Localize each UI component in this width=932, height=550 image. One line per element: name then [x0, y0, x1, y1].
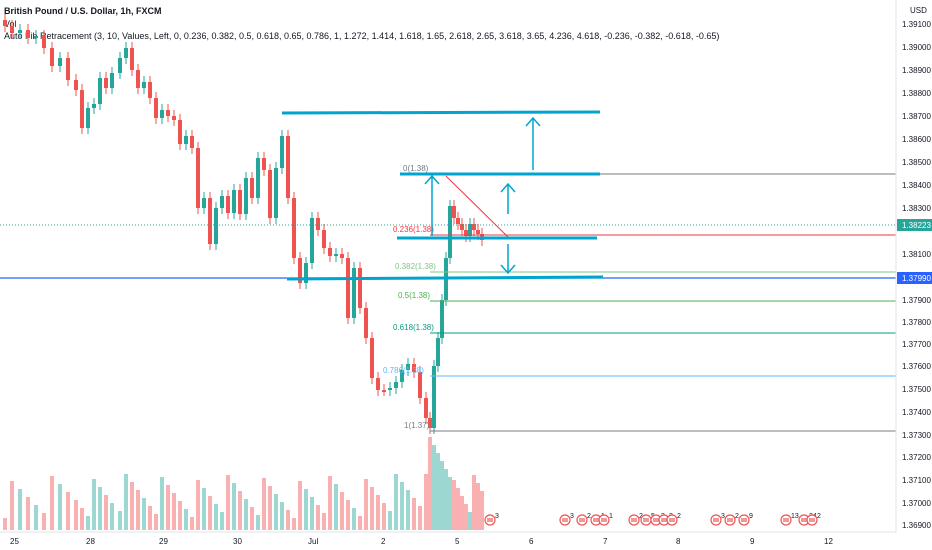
price-tick-label: 1.39100: [902, 20, 931, 29]
price-tick-label: 1.37500: [902, 385, 931, 394]
price-tick-label: 1.38600: [902, 135, 931, 144]
price-tick-label: 1.37200: [902, 453, 931, 462]
event-count: 1: [609, 513, 613, 520]
event-count: 2: [587, 513, 591, 520]
fib-level-label: 0(1.38): [403, 164, 429, 173]
resistance-top-line[interactable]: [281, 110, 601, 115]
time-tick-label: 5: [455, 537, 460, 546]
price-tick-label: 1.38800: [902, 89, 931, 98]
event-count: 3: [721, 513, 725, 520]
price-tick-label: 1.37900: [902, 296, 931, 305]
price-tick-label: 1.36900: [902, 521, 931, 530]
time-tick-label: 2: [381, 537, 386, 546]
event-flag-icon[interactable]: 2: [666, 513, 681, 526]
event-count: 3: [570, 513, 574, 520]
time-tick-label: 30: [233, 537, 242, 546]
price-tick-label: 1.37300: [902, 431, 931, 440]
event-flag-icon[interactable]: 2: [724, 513, 739, 526]
event-flag-icon[interactable]: 3: [559, 513, 574, 526]
line-price-badge: 1.37990: [902, 274, 931, 283]
price-tick-label: 1.38100: [902, 250, 931, 259]
fib-level-label: 1(1.37): [404, 421, 430, 430]
fib-level-label: 0.236(1.38): [393, 225, 434, 234]
time-tick-label: 25: [10, 537, 19, 546]
event-flag-icon[interactable]: 1: [598, 513, 613, 526]
event-count: 2: [677, 513, 681, 520]
price-axis[interactable]: USD 1.39100 1.39000 1.38900 1.38800 1.38700 1…: [895, 0, 932, 532]
current-price-badge-bg: [897, 219, 932, 231]
fib-level-label: 0.618(1.38): [393, 323, 434, 332]
event-flag-icon[interactable]: 2: [628, 513, 643, 526]
price-tick-label: 1.37700: [902, 340, 931, 349]
event-count: 2: [639, 513, 643, 520]
fib-indicator-label[interactable]: Auto Fib Retracement (3, 10, Values, Lef…: [4, 31, 720, 41]
arrow-up-icon[interactable]: [525, 116, 541, 170]
price-tick-label: 1.39000: [902, 43, 931, 52]
event-count: 2: [817, 513, 821, 520]
fib-level-label: 0.5(1.38): [398, 291, 430, 300]
volume-bars: [3, 437, 484, 530]
time-tick-label: 28: [86, 537, 95, 546]
event-flag-icon[interactable]: 3: [484, 513, 499, 526]
event-flag-icon[interactable]: 3: [710, 513, 725, 526]
event-count: 13: [791, 513, 799, 520]
price-tick-label: 1.37800: [902, 318, 931, 327]
time-tick-label: Jul: [308, 537, 318, 546]
user-drawings[interactable]: [0, 110, 896, 281]
price-tick-label: 1.38900: [902, 66, 931, 75]
price-tick-label: 1.37400: [902, 408, 931, 417]
volume-indicator-label[interactable]: Vol: [4, 19, 17, 29]
event-flag-icon[interactable]: 13: [780, 513, 799, 526]
arrow-down-icon[interactable]: [500, 244, 516, 275]
event-count: 3: [495, 513, 499, 520]
arrow-up-icon[interactable]: [500, 182, 516, 214]
current-price-badge: 1.38223: [902, 221, 931, 230]
time-tick-label: 29: [159, 537, 168, 546]
price-tick-label: 1.38700: [902, 112, 931, 121]
price-tick-label: 1.37100: [902, 476, 931, 485]
support-line[interactable]: [286, 275, 604, 281]
time-tick-label: 8: [676, 537, 681, 546]
economic-events[interactable]: 332112532232913242: [484, 513, 821, 526]
time-tick-label: 9: [750, 537, 755, 546]
arrow-up-icon[interactable]: [424, 174, 440, 236]
event-count: 9: [749, 513, 753, 520]
fib-retracement[interactable]: 0(1.38) 0.236(1.38) 0.382(1.38) 0.5(1.38) 0.…: [0, 164, 896, 432]
price-tick-label: 1.37600: [902, 362, 931, 371]
event-count: 2: [735, 513, 739, 520]
time-tick-label: 12: [824, 537, 833, 546]
time-axis[interactable]: 25 28 29 30 Jul 2 5 6 7 8 9 12: [0, 531, 932, 550]
trend-line[interactable]: [445, 175, 509, 238]
line-price-badge-bg: [897, 272, 932, 284]
currency-label: USD: [910, 6, 927, 15]
fib-level-label: 0.786(1.38): [383, 366, 424, 375]
fib-level-label: 0.382(1.38): [395, 262, 436, 271]
time-tick-label: 7: [603, 537, 608, 546]
time-tick-label: 6: [529, 537, 534, 546]
event-flag-icon[interactable]: 2: [576, 513, 591, 526]
symbol-title[interactable]: British Pound / U.S. Dollar, 1h, FXCM: [4, 6, 162, 16]
event-flag-icon[interactable]: 9: [738, 513, 753, 526]
event-flag-icon[interactable]: 2: [806, 513, 821, 526]
price-tick-label: 1.38500: [902, 158, 931, 167]
price-tick-label: 1.38400: [902, 181, 931, 190]
price-tick-label: 1.38300: [902, 204, 931, 213]
price-tick-label: 1.37000: [902, 499, 931, 508]
